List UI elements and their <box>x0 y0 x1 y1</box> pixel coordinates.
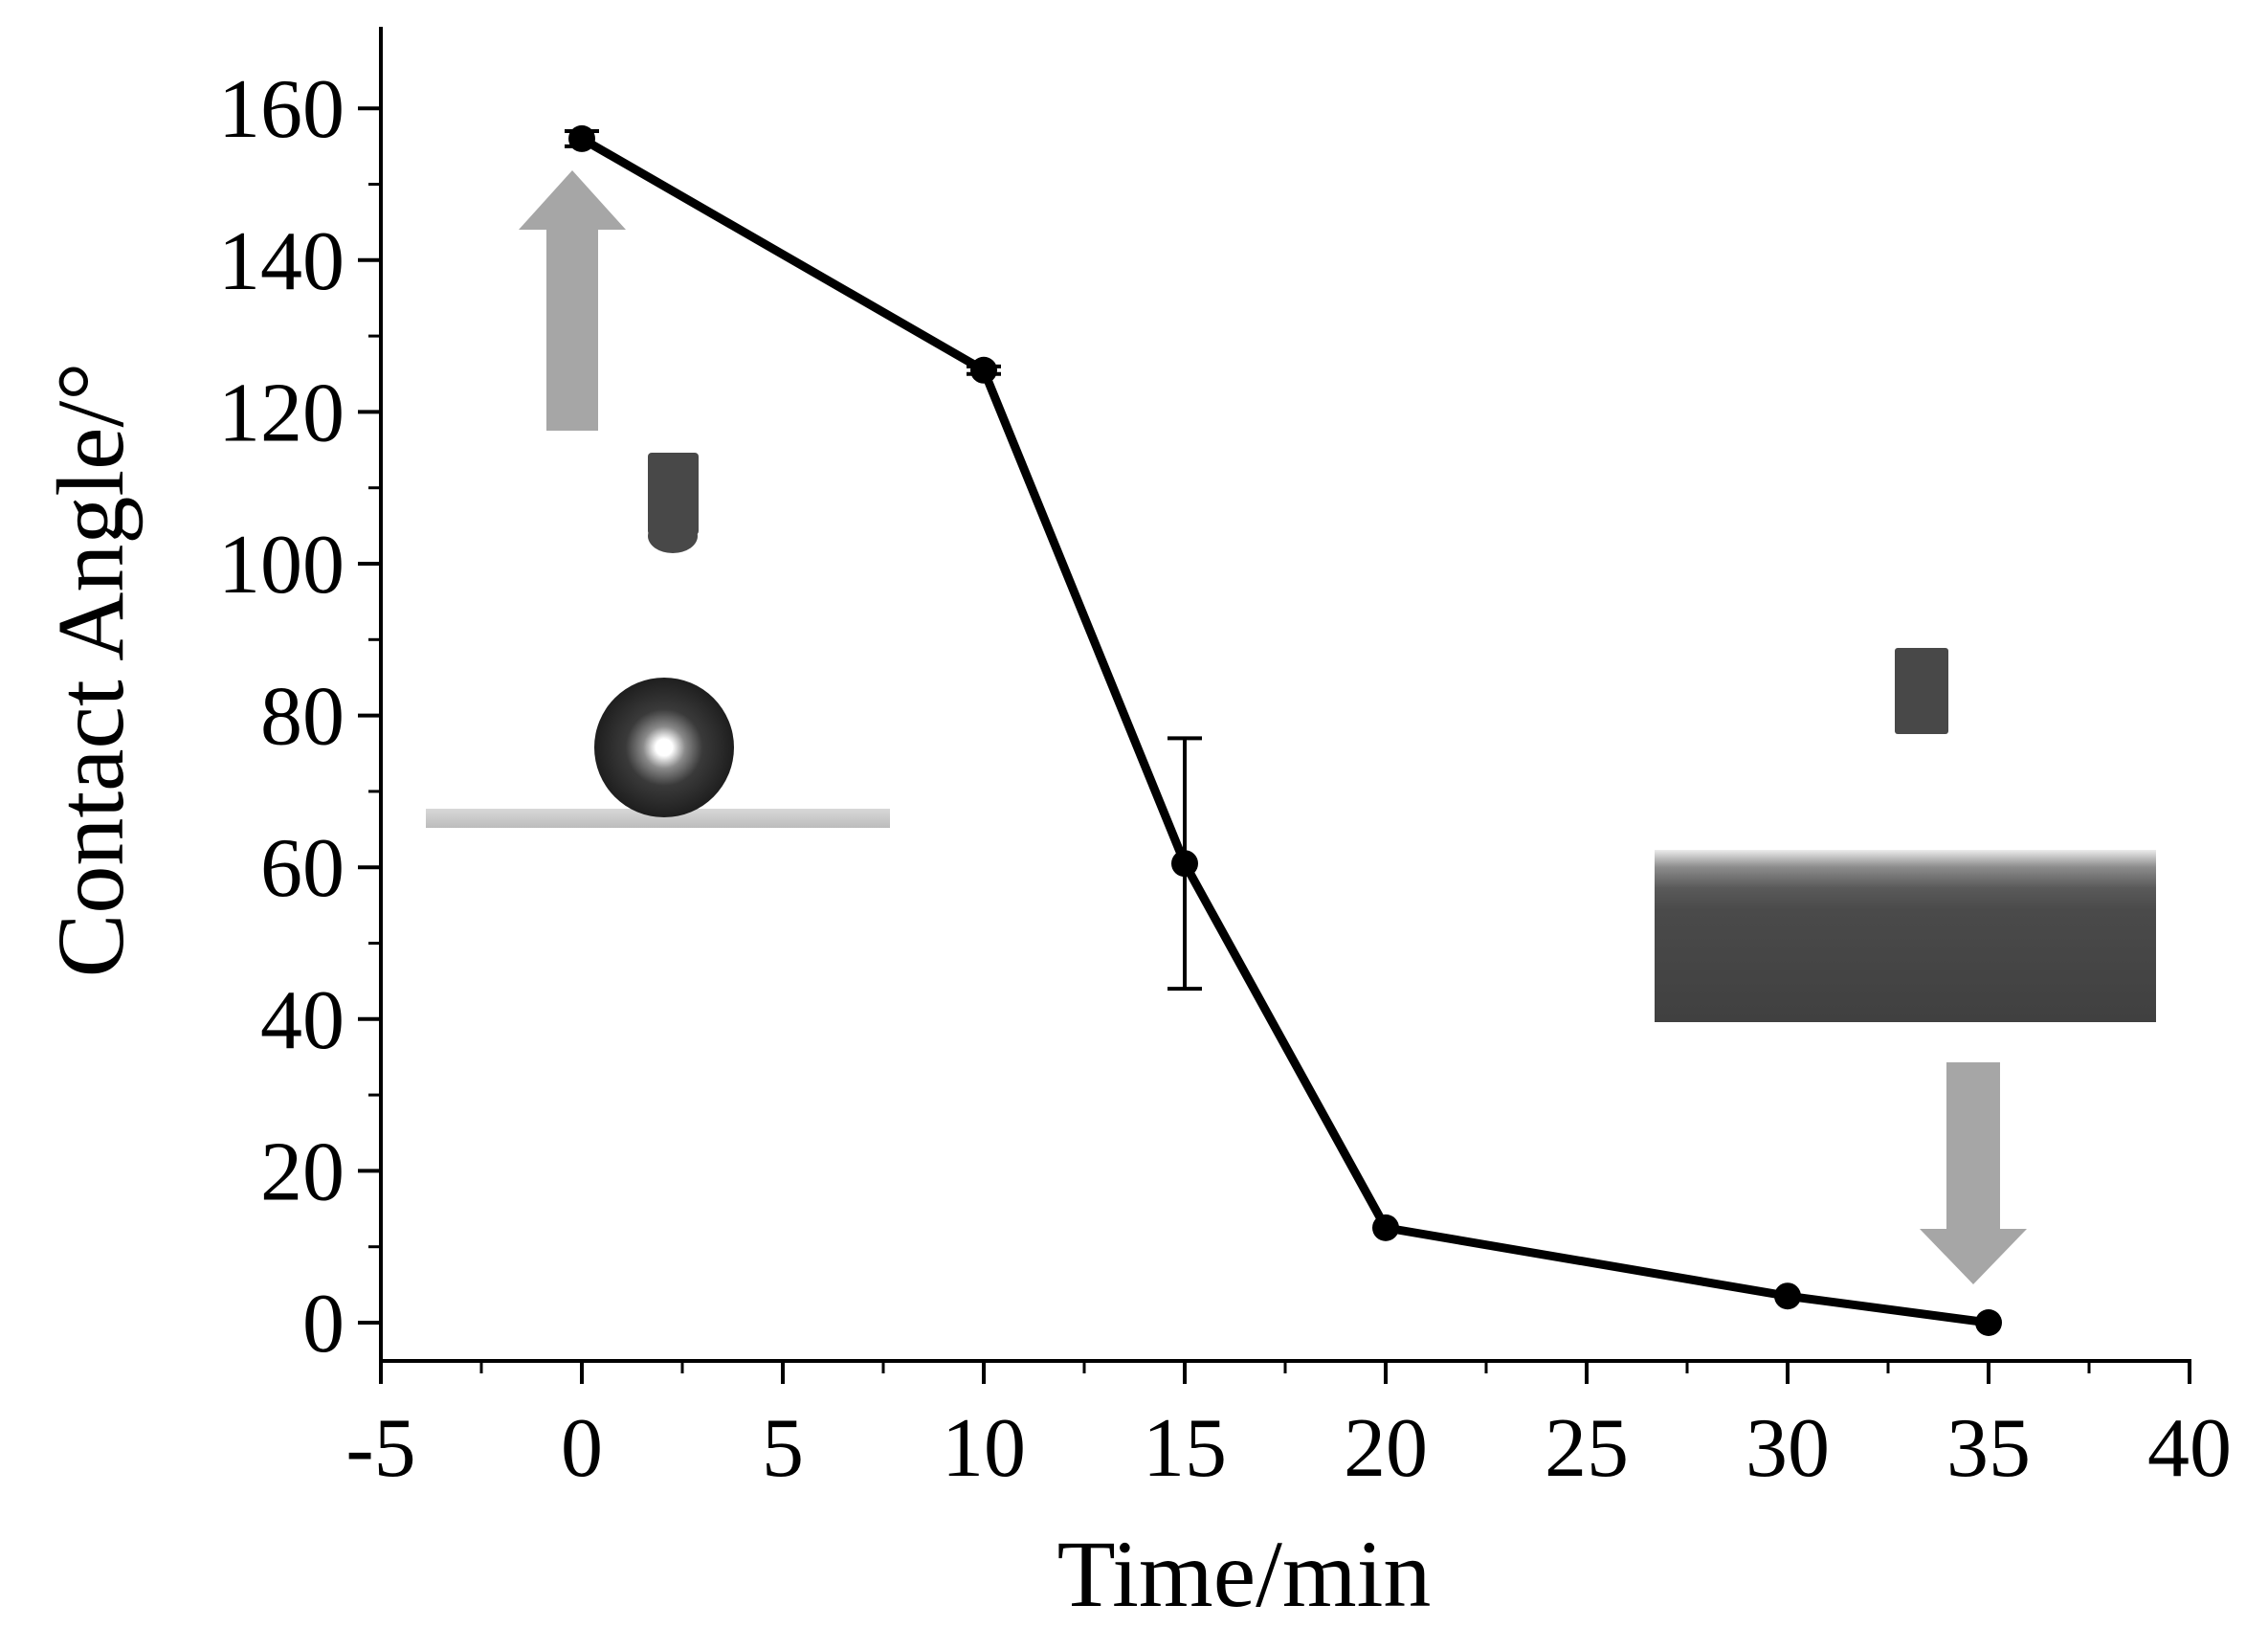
y-tick-label: 60 <box>260 822 345 915</box>
data-point <box>1372 1214 1399 1241</box>
x-tick-label: 15 <box>1143 1402 1227 1495</box>
arrow-down-icon <box>1920 1062 2027 1284</box>
needle-tip-right <box>1895 648 1948 734</box>
spread-inset-right <box>1655 648 2156 1284</box>
x-tick-label: 25 <box>1545 1402 1629 1495</box>
x-tick-label: 30 <box>1745 1402 1830 1495</box>
y-tick-label: 140 <box>218 215 345 308</box>
y-axis-title: Contact Angle/° <box>37 363 144 978</box>
x-tick-label: 20 <box>1344 1402 1428 1495</box>
y-tick-label: 120 <box>218 367 345 459</box>
y-tick-label: 40 <box>260 974 345 1067</box>
x-tick-label: 0 <box>561 1402 603 1495</box>
x-tick-label: 40 <box>2147 1402 2232 1495</box>
x-tick-label: 10 <box>942 1402 1026 1495</box>
data-point <box>1171 850 1198 878</box>
data-point <box>1975 1309 2002 1336</box>
data-point <box>1774 1282 1801 1310</box>
needle-tip-left <box>648 453 699 535</box>
water-droplet <box>594 678 734 817</box>
arrow-up-icon <box>519 170 626 431</box>
x-axis-title: Time/min <box>1057 1521 1432 1627</box>
data-point <box>568 124 595 152</box>
droplet-inset-left <box>426 170 890 828</box>
axis-ticks <box>358 106 2191 1384</box>
y-tick-label: 160 <box>218 63 345 156</box>
series-layer <box>565 124 2002 1336</box>
y-tick-label: 20 <box>260 1126 345 1218</box>
data-point <box>970 356 997 384</box>
x-tick-label: -5 <box>345 1402 415 1495</box>
series-line <box>579 135 1990 1327</box>
x-tick-label: 35 <box>1946 1402 2031 1495</box>
y-tick-label: 80 <box>260 671 345 764</box>
y-tick-label: 100 <box>218 519 345 612</box>
y-tick-label: 0 <box>302 1278 345 1371</box>
x-tick-label: 5 <box>762 1402 804 1495</box>
